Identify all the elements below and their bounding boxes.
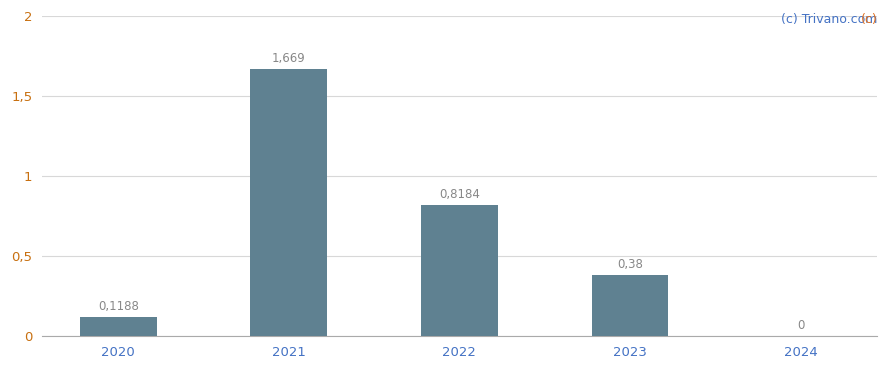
- Bar: [80, 317, 156, 336]
- Text: 0,8184: 0,8184: [439, 188, 480, 201]
- Text: (c): (c): [860, 13, 877, 26]
- Text: 0,1188: 0,1188: [98, 300, 139, 313]
- Text: 1,669: 1,669: [272, 52, 305, 65]
- Text: (c) Trivano.com: (c) Trivano.com: [781, 13, 877, 26]
- Bar: [421, 205, 498, 336]
- Text: 0: 0: [797, 319, 805, 332]
- Text: 0,38: 0,38: [617, 258, 643, 271]
- Bar: [591, 275, 669, 336]
- Bar: [250, 69, 328, 336]
